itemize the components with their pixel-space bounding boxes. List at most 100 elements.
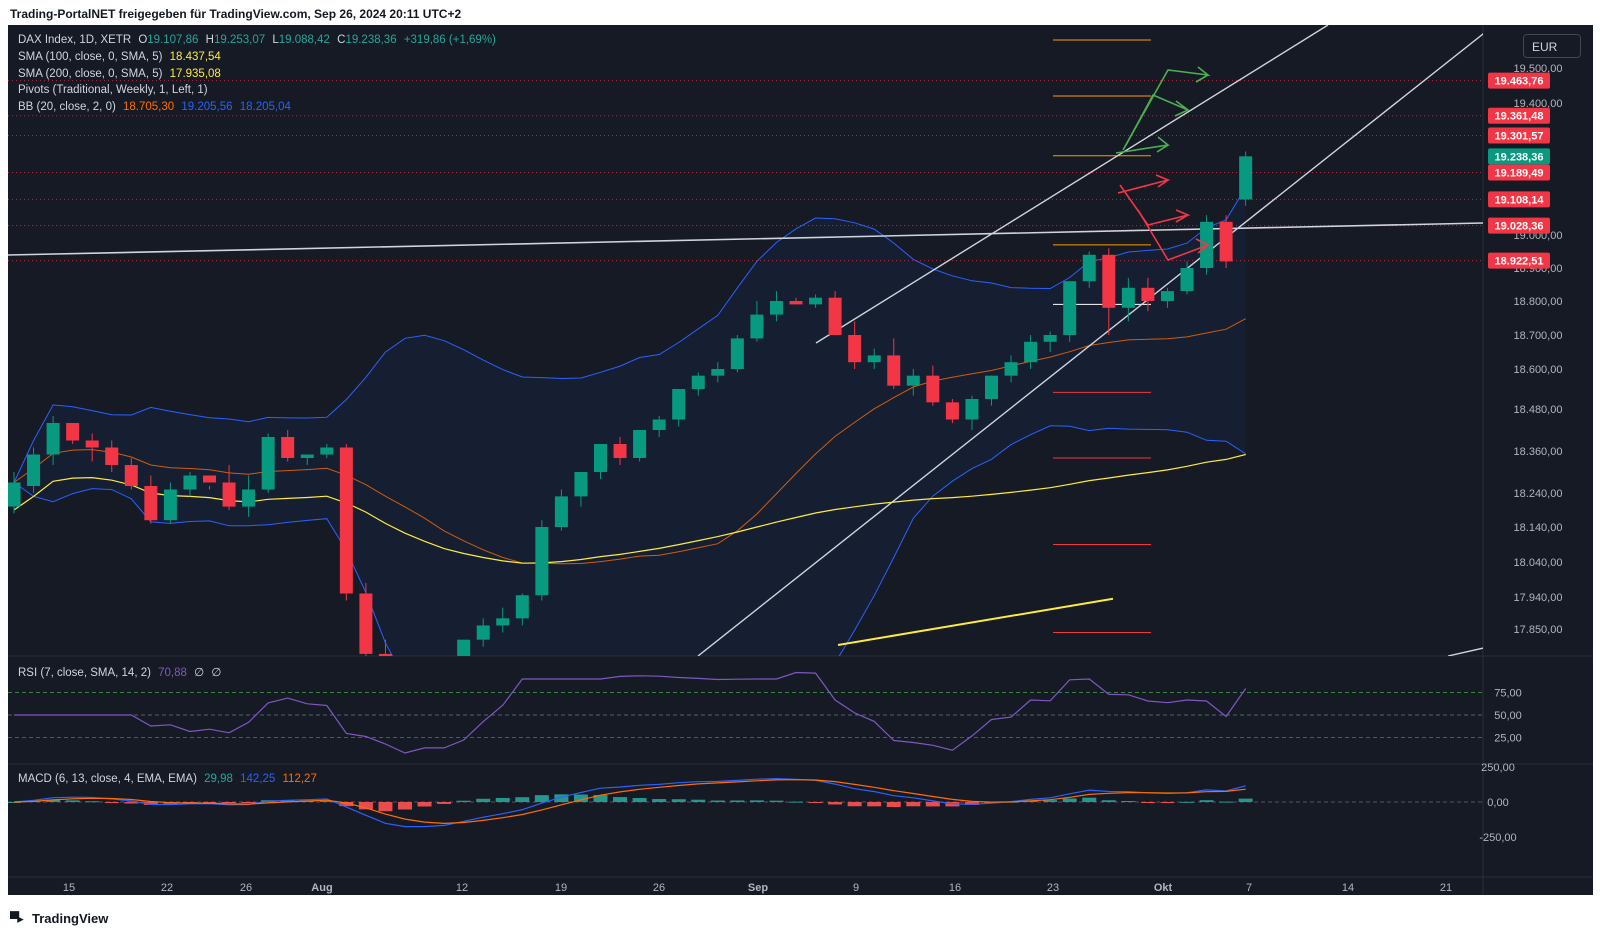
candle-body bbox=[438, 682, 451, 686]
scenario-down-arrow bbox=[1119, 184, 1191, 226]
candle-body bbox=[242, 489, 256, 507]
bollinger-basis-line bbox=[13, 318, 1246, 565]
candle-body bbox=[1024, 341, 1038, 363]
macd-histogram-bar bbox=[573, 794, 588, 802]
price-axis-tick: 19.500,00 bbox=[1514, 63, 1563, 75]
price-axis-tick: 18.480,00 bbox=[1514, 404, 1563, 416]
macd-histogram-bar bbox=[730, 800, 745, 802]
macd-histogram-bar bbox=[964, 802, 979, 805]
legend-pivots[interactable]: Pivots (Traditional, Weekly, 1, Left, 1) bbox=[18, 84, 212, 96]
macd-histogram-bar bbox=[1180, 801, 1194, 803]
macd-histogram-bar bbox=[1121, 800, 1136, 802]
scenario-down-arrow bbox=[1117, 174, 1171, 194]
resistance-trendline bbox=[8, 222, 1483, 256]
candle-body bbox=[476, 625, 490, 640]
legend-sma100-label: SMA (100, close, 0, SMA, 5) bbox=[18, 51, 163, 63]
legend-bb[interactable]: BB (20, close, 2, 0) 18.705,30 19.205,56… bbox=[18, 101, 295, 113]
macd-histogram-bar bbox=[906, 802, 921, 807]
candle-body bbox=[867, 355, 881, 363]
candle-body bbox=[985, 375, 998, 399]
rsi-axis-tick: 25,00 bbox=[1494, 733, 1522, 745]
macd-histogram-bar bbox=[710, 800, 725, 802]
price-axis-tick: 18.040,00 bbox=[1514, 557, 1563, 569]
candle-body bbox=[730, 338, 744, 369]
candle-body bbox=[809, 297, 823, 305]
macd-histogram-bar bbox=[437, 802, 452, 804]
candle-body bbox=[222, 482, 236, 507]
candle-body bbox=[261, 437, 275, 490]
macd-histogram-bar bbox=[1219, 801, 1234, 803]
bollinger-upper-line bbox=[13, 187, 1247, 483]
candle-body bbox=[945, 402, 959, 420]
macd-histogram-bar bbox=[691, 799, 706, 802]
legend-macd[interactable]: MACD (6, 13, close, 4, EMA, EMA) 29,98 1… bbox=[18, 773, 321, 785]
time-axis-tick: 21 bbox=[1440, 882, 1452, 894]
legend-rsi[interactable]: RSI (7, close, SMA, 14, 2) 70,88 ∅ ∅ bbox=[18, 665, 225, 679]
legend-sma200-value: 17.935,08 bbox=[169, 68, 221, 80]
rsi-line bbox=[14, 671, 1247, 754]
macd-signal-line bbox=[13, 779, 1246, 825]
legend-sma100[interactable]: SMA (100, close, 0, SMA, 5) 18.437,54 bbox=[18, 51, 225, 63]
legend-bb-upper: 19.205,56 bbox=[181, 101, 233, 113]
macd-histogram-bar bbox=[1199, 800, 1214, 802]
candle-body bbox=[27, 454, 41, 486]
rsi-axis-tick: 50,00 bbox=[1494, 710, 1522, 722]
time-axis-tick: 15 bbox=[63, 882, 75, 894]
candle-body bbox=[828, 297, 842, 335]
chart-area[interactable]: 19.500,00 19.400,00 19.000,00 18.900,00 18.8… bbox=[8, 25, 1593, 895]
candle-body bbox=[418, 686, 431, 704]
macd-histogram-bar bbox=[222, 802, 237, 803]
macd-histogram-bar bbox=[925, 802, 940, 807]
time-axis-tick: 9 bbox=[853, 882, 859, 894]
candle-body bbox=[906, 375, 920, 386]
legend-pivots-label: Pivots (Traditional, Weekly, 1, Left, 1) bbox=[18, 84, 208, 96]
price-tag-bg bbox=[1488, 107, 1550, 124]
time-axis-tick: 19 bbox=[555, 882, 567, 894]
currency-select[interactable]: EUR bbox=[1523, 34, 1581, 58]
candle-body bbox=[300, 454, 314, 458]
price-tag-bg bbox=[1488, 164, 1550, 181]
macd-histogram-bar bbox=[632, 798, 647, 802]
candle-body bbox=[691, 375, 705, 389]
legend-rsi-na-2: ∅ bbox=[211, 667, 222, 679]
legend-high: 19.253,07 bbox=[213, 34, 266, 46]
macd-histogram-bar bbox=[1082, 797, 1097, 802]
macd-histogram-bar bbox=[398, 802, 412, 810]
macd-histogram-bar bbox=[339, 802, 354, 807]
legend-macd-signal: 112,27 bbox=[282, 773, 317, 785]
candle-body bbox=[633, 430, 647, 458]
candle-body bbox=[535, 527, 549, 596]
candle-body bbox=[183, 475, 197, 490]
macd-histogram-bar bbox=[828, 802, 843, 805]
legend-sma200[interactable]: SMA (200, close, 0, SMA, 5) 17.935,08 bbox=[18, 68, 225, 80]
macd-histogram-bar bbox=[1043, 800, 1058, 802]
candle-body bbox=[515, 595, 529, 619]
macd-histogram-bar bbox=[46, 799, 61, 802]
candle-body bbox=[1239, 156, 1253, 200]
rsi-axis-tick: 75,00 bbox=[1494, 688, 1522, 700]
candle-body bbox=[1043, 335, 1057, 342]
macd-histogram-bar bbox=[1062, 798, 1077, 802]
price-axis-tick: 18.600,00 bbox=[1514, 364, 1563, 376]
candle-body bbox=[66, 423, 80, 441]
price-axis-tick: 18.240,00 bbox=[1514, 488, 1563, 500]
macd-histogram-bar bbox=[789, 801, 803, 803]
main-pane bbox=[8, 25, 1483, 704]
macd-histogram-bar bbox=[104, 802, 119, 803]
candle-body bbox=[85, 440, 99, 448]
chart-canvas[interactable]: 19.500,0019.400,0019.000,0018.900,0018.8… bbox=[8, 25, 1593, 895]
candle-body bbox=[1219, 221, 1233, 262]
candle-body bbox=[281, 437, 295, 458]
tradingview-brand[interactable]: ▀▸ TradingView bbox=[10, 911, 108, 927]
macd-histogram-bar bbox=[65, 800, 80, 802]
channel-lower-trendline bbox=[697, 33, 1483, 656]
candle-body bbox=[652, 419, 666, 430]
sma200-line bbox=[837, 597, 1114, 646]
macd-histogram-bar bbox=[652, 799, 667, 802]
candle-body bbox=[848, 335, 862, 363]
macd-histogram-bar bbox=[358, 802, 373, 810]
candle-body bbox=[457, 639, 471, 656]
legend-high-label: H bbox=[205, 34, 214, 46]
scenario-up-arrow bbox=[1125, 93, 1190, 146]
tradingview-logo-icon: ▀▸ bbox=[10, 911, 24, 926]
